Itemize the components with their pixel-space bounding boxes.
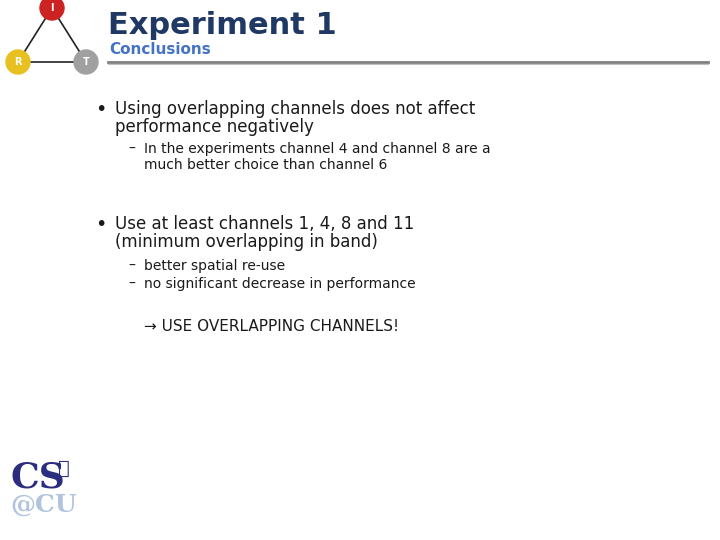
Text: much better choice than channel 6: much better choice than channel 6 [144, 158, 387, 172]
Text: Using overlapping channels does not affect: Using overlapping channels does not affe… [115, 100, 475, 118]
Text: T: T [83, 57, 89, 67]
Text: •: • [95, 100, 107, 119]
Text: –: – [128, 277, 135, 291]
Text: •: • [95, 215, 107, 234]
Text: no significant decrease in performance: no significant decrease in performance [144, 277, 415, 291]
Text: I: I [50, 3, 54, 13]
Text: CS: CS [10, 460, 65, 494]
Text: performance negatively: performance negatively [115, 118, 314, 136]
Text: –: – [128, 142, 135, 156]
Text: Experiment 1: Experiment 1 [108, 10, 337, 39]
Text: In the experiments channel 4 and channel 8 are a: In the experiments channel 4 and channel… [144, 142, 490, 156]
Text: Conclusions: Conclusions [109, 43, 211, 57]
Text: ♚: ♚ [58, 460, 70, 478]
Text: –: – [128, 259, 135, 273]
Circle shape [6, 50, 30, 74]
Text: R: R [14, 57, 22, 67]
Text: (minimum overlapping in band): (minimum overlapping in band) [115, 233, 378, 251]
Text: → USE OVERLAPPING CHANNELS!: → USE OVERLAPPING CHANNELS! [144, 319, 399, 334]
Circle shape [40, 0, 64, 20]
Circle shape [74, 50, 98, 74]
Text: @CU: @CU [10, 493, 76, 517]
Text: better spatial re-use: better spatial re-use [144, 259, 285, 273]
Text: Use at least channels 1, 4, 8 and 11: Use at least channels 1, 4, 8 and 11 [115, 215, 414, 233]
